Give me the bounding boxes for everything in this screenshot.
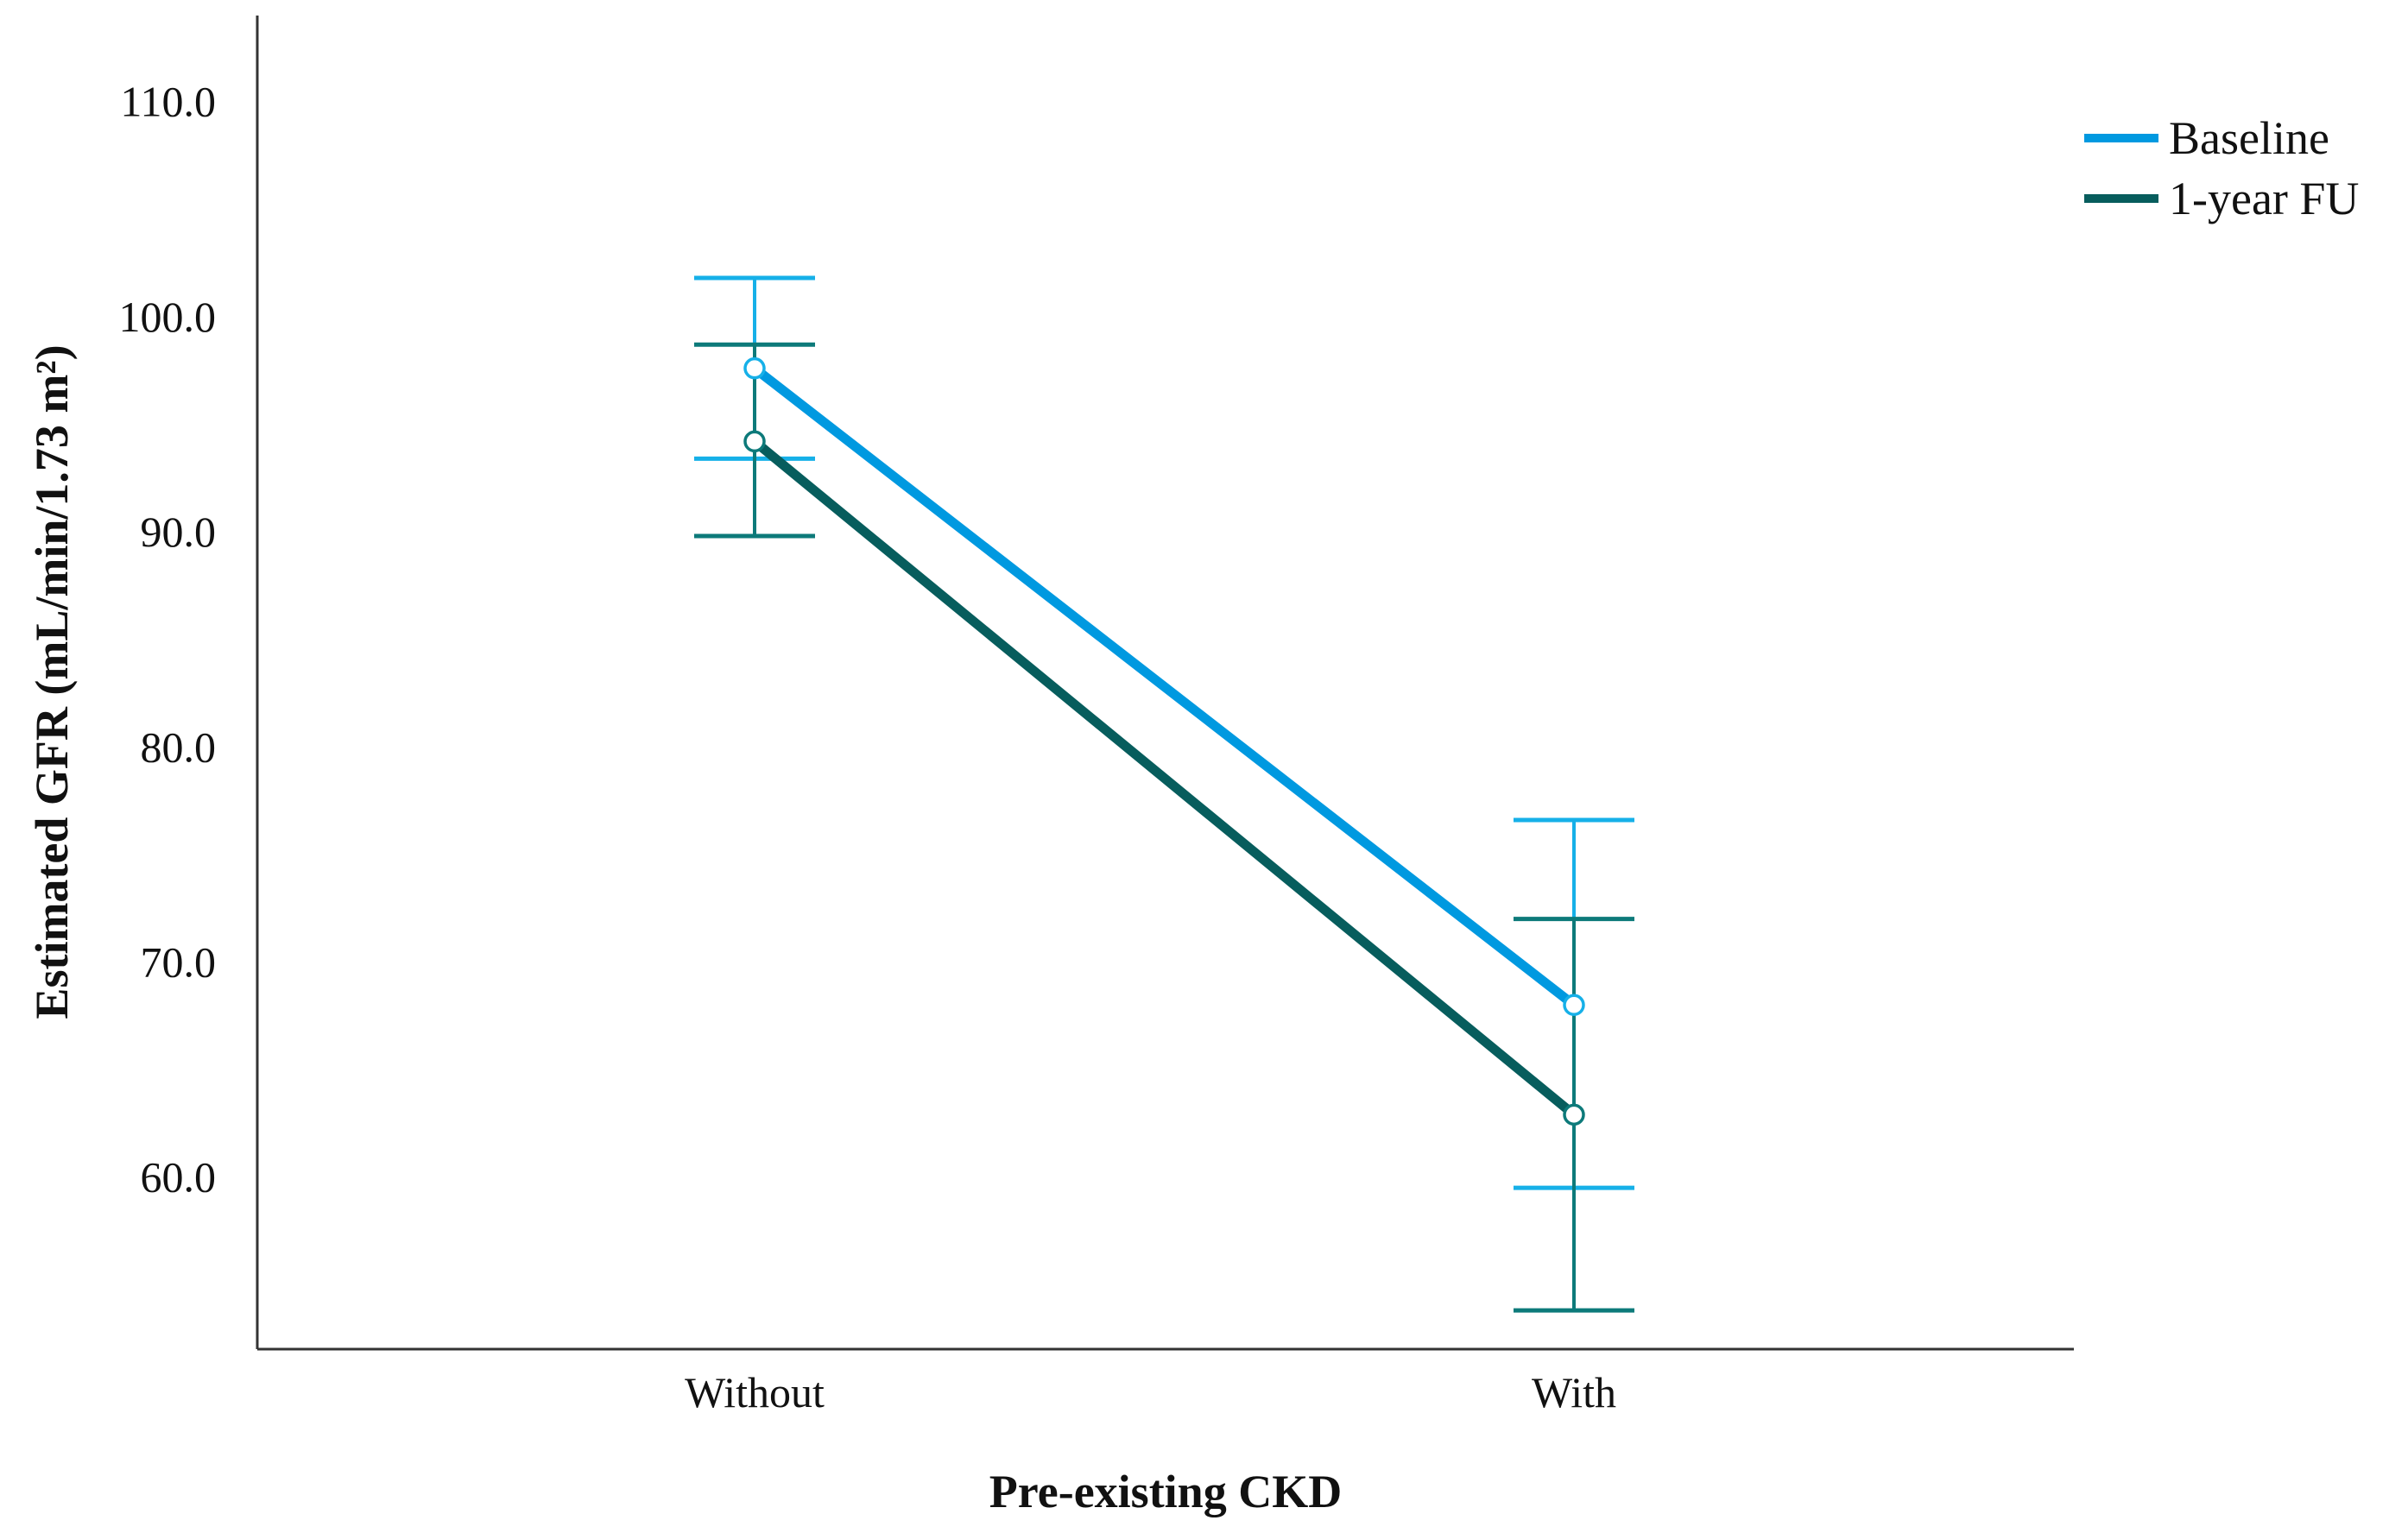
y-tick-label-90-0: 90.0	[141, 508, 217, 556]
legend-label-baseline: Baseline	[2169, 112, 2329, 164]
x-tick-labels: Without With	[685, 1368, 1616, 1416]
series-line-baseline	[751, 364, 1577, 1009]
x-axis-title: Pre-existing CKD	[989, 1466, 1342, 1517]
marker-1-year-fu-with	[1563, 1103, 1585, 1126]
legend-label-1-year-fu: 1-year FU	[2169, 173, 2359, 224]
x-tick-label-without: Without	[685, 1368, 825, 1416]
y-tick-label-110-0: 110.0	[120, 78, 216, 126]
y-tick-label-100-0: 100.0	[119, 293, 217, 341]
y-axis-title: Estimated GFR (mL/min/1.73 m²)	[26, 344, 78, 1019]
axes	[256, 16, 2074, 1351]
y-tick-label-60-0: 60.0	[141, 1153, 217, 1202]
y-tick-label-70-0: 70.0	[141, 937, 217, 986]
series-line-1-year-fu	[751, 438, 1577, 1119]
y-tick-label-80-0: 80.0	[141, 722, 217, 771]
marker-baseline-with	[1563, 994, 1585, 1017]
x-tick-label-with: With	[1532, 1368, 1616, 1416]
legend: Baseline 1-year FU	[2084, 112, 2359, 224]
marker-baseline-without	[743, 356, 766, 380]
series-markers	[743, 356, 1585, 1126]
marker-1-year-fu-without	[743, 430, 766, 453]
series-lines	[751, 364, 1577, 1119]
y-tick-labels: 60.0 70.0 80.0 90.0 100.0 110.0	[119, 78, 217, 1202]
